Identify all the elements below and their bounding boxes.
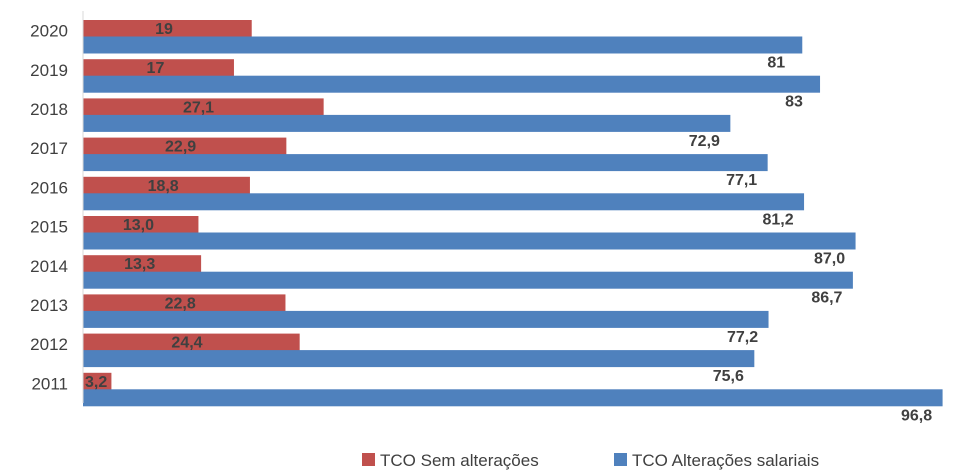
data-label-sem-alteracoes-2014: 13,3 — [124, 256, 155, 273]
data-label-alteracoes-salariais-2011: 96,8 — [901, 407, 932, 424]
legend-label-sem-alteracoes: TCO Sem alterações — [380, 451, 539, 470]
data-label-sem-alteracoes-2017: 22,9 — [165, 139, 196, 156]
y-tick-label-2018: 2018 — [30, 100, 68, 119]
y-tick-label-2012: 2012 — [30, 335, 68, 354]
data-label-alteracoes-salariais-2017: 77,1 — [726, 172, 757, 189]
legend: TCO Sem alterações TCO Alterações salari… — [362, 451, 819, 470]
data-label-sem-alteracoes-2018: 27,1 — [183, 99, 214, 116]
data-label-alteracoes-salariais-2015: 87,0 — [814, 251, 845, 268]
data-label-sem-alteracoes-2011: 3,2 — [85, 374, 107, 391]
bar-alteracoes-salariais-2014 — [83, 271, 853, 289]
y-tick-label-2017: 2017 — [30, 139, 68, 158]
bar-alteracoes-salariais-2011 — [83, 389, 943, 407]
y-tick-label-2015: 2015 — [30, 218, 68, 237]
data-label-sem-alteracoes-2012: 24,4 — [171, 335, 202, 352]
bar-alteracoes-salariais-2013 — [83, 310, 769, 328]
y-tick-label-2011: 2011 — [31, 374, 68, 393]
data-label-sem-alteracoes-2015: 13,0 — [123, 217, 154, 234]
y-tick-label-2016: 2016 — [30, 178, 68, 197]
plot-area: 3,2 96,8 24,4 75,6 22,8 77,2 13,3 86,7 13,0 87,0 1… — [83, 20, 943, 424]
data-label-sem-alteracoes-2016: 18,8 — [148, 178, 179, 195]
bar-sem-alteracoes-2015 — [83, 216, 199, 233]
bar-sem-alteracoes-2017 — [83, 137, 287, 155]
legend-swatch-alteracoes-salariais — [614, 453, 627, 466]
bar-sem-alteracoes-2019 — [83, 59, 234, 77]
bar-alteracoes-salariais-2018 — [83, 114, 731, 132]
bar-sem-alteracoes-2011 — [83, 372, 112, 390]
bar-sem-alteracoes-2014 — [83, 255, 202, 273]
y-tick-label-2013: 2013 — [30, 296, 68, 315]
data-label-sem-alteracoes-2019: 17 — [147, 60, 165, 77]
bar-alteracoes-salariais-2012 — [83, 350, 755, 368]
data-label-alteracoes-salariais-2012: 75,6 — [713, 368, 744, 385]
data-label-alteracoes-salariais-2018: 72,9 — [689, 133, 720, 150]
y-tick-label-2020: 2020 — [30, 22, 68, 41]
data-label-alteracoes-salariais-2020: 81 — [767, 55, 785, 72]
data-label-sem-alteracoes-2013: 22,8 — [165, 295, 196, 312]
data-label-alteracoes-salariais-2013: 77,2 — [727, 329, 758, 346]
bar-alteracoes-salariais-2017 — [83, 154, 768, 172]
data-label-sem-alteracoes-2020: 19 — [155, 21, 173, 38]
bar-sem-alteracoes-2012 — [83, 333, 300, 351]
data-label-alteracoes-salariais-2019: 83 — [785, 94, 803, 111]
bar-alteracoes-salariais-2016 — [83, 193, 805, 211]
bar-alteracoes-salariais-2020 — [83, 36, 803, 54]
bar-alteracoes-salariais-2019 — [83, 75, 821, 93]
bar-sem-alteracoes-2016 — [83, 176, 250, 194]
bar-sem-alteracoes-2020 — [83, 20, 252, 37]
data-label-alteracoes-salariais-2016: 81,2 — [762, 211, 793, 228]
bar-sem-alteracoes-2018 — [83, 98, 324, 116]
legend-label-alteracoes-salariais: TCO Alterações salariais — [632, 451, 819, 470]
legend-swatch-sem-alteracoes — [362, 453, 375, 466]
bar-sem-alteracoes-2013 — [83, 294, 286, 312]
bar-alteracoes-salariais-2015 — [83, 232, 856, 250]
y-axis-ticks: 2011 2012 2013 2014 2015 2016 2017 2018 2019 2020 — [30, 22, 68, 394]
data-label-alteracoes-salariais-2014: 86,7 — [811, 290, 842, 307]
y-tick-label-2014: 2014 — [30, 257, 68, 276]
y-tick-label-2019: 2019 — [30, 61, 68, 80]
